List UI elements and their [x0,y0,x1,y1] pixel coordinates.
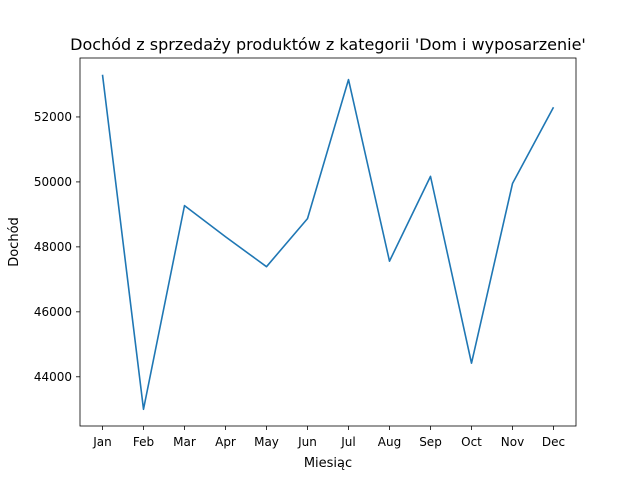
x-tick-label: Nov [501,435,524,449]
y-tick-label: 44000 [34,370,72,384]
x-tick-label: Apr [215,435,236,449]
axes-frame [79,57,577,427]
x-tick-label: Feb [133,435,154,449]
y-tick-label: 48000 [34,240,72,254]
x-tick-label: Aug [378,435,401,449]
x-tick-label: May [254,435,279,449]
x-tick-label: Jan [92,435,112,449]
y-tick-label: 50000 [34,175,72,189]
y-axis-ticks: 44000 46000 48000 50000 52000 [34,110,80,384]
x-axis-ticks: Jan Feb Mar Apr May Jun Jul Aug Sep Oct Nov Dec [92,426,565,449]
x-axis-label: Miesiąc [304,456,352,471]
y-tick-label: 52000 [34,110,72,124]
x-tick-label: Jun [297,435,317,449]
x-tick-label: Sep [419,435,442,449]
x-tick-label: Jul [340,435,355,449]
chart-title: Dochód z sprzedaży produktów z kategorii… [70,35,586,54]
y-axis-label: Dochód [7,217,22,267]
x-tick-label: Oct [461,435,482,449]
x-tick-label: Dec [542,435,565,449]
x-tick-label: Mar [173,435,196,449]
y-tick-label: 46000 [34,305,72,319]
plot-area [80,58,576,426]
series-line [101,74,555,411]
